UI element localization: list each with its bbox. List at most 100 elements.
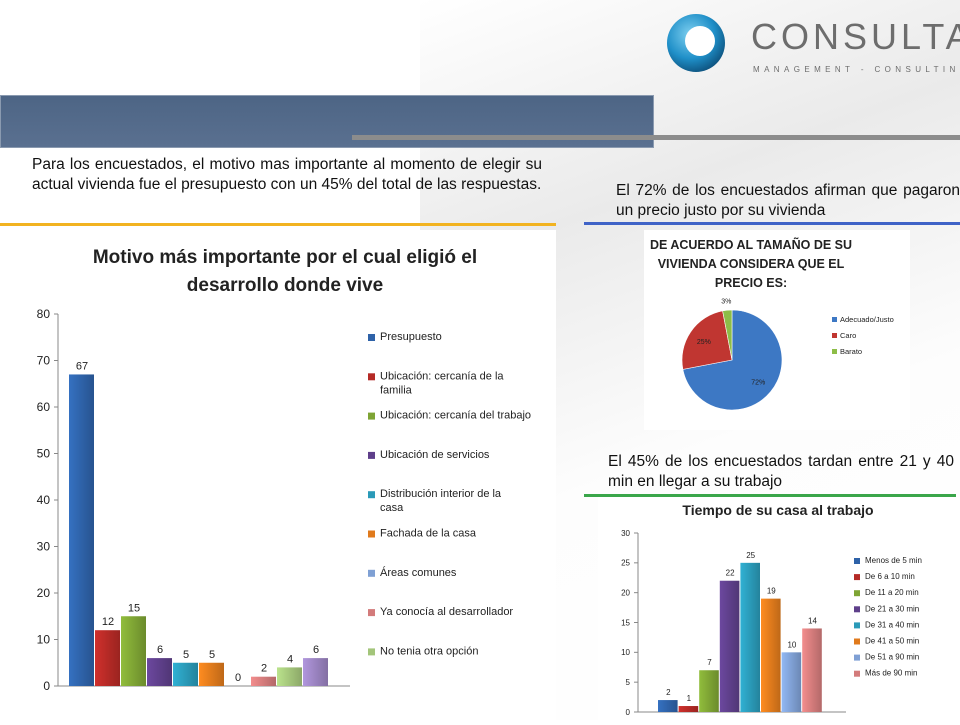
undefined-legend-label: Distribución interior de la bbox=[380, 488, 502, 500]
undefined-y-tick-label: 0 bbox=[43, 679, 50, 693]
undefined-legend-label: Presupuesto bbox=[380, 331, 442, 343]
undefined-bar-value-label: 19 bbox=[767, 587, 776, 596]
undefined-bar bbox=[719, 580, 740, 712]
undefined-bar-value-label: 1 bbox=[687, 694, 692, 703]
undefined-y-tick-label: 80 bbox=[37, 307, 51, 321]
undefined-bar-value-label: 2 bbox=[666, 688, 671, 697]
undefined-legend-swatch bbox=[368, 491, 375, 499]
chart-tiempo-svg: Tiempo de su casa al trabajo 0 5 10 15 20 25 30… bbox=[621, 502, 922, 717]
undefined-legend-swatch bbox=[368, 609, 375, 617]
pie-slice bbox=[722, 309, 733, 361]
undefined-bar-value-label: 5 bbox=[209, 649, 215, 661]
undefined-legend-swatch bbox=[368, 648, 375, 656]
undefined-y-tick-label: 25 bbox=[621, 559, 630, 568]
undefined-bar bbox=[678, 706, 699, 712]
undefined-legend-label: familia bbox=[380, 384, 413, 396]
undefined-legend-swatch bbox=[854, 558, 860, 564]
undefined-legend-swatch bbox=[368, 569, 375, 577]
blue-rule bbox=[584, 222, 960, 225]
undefined-bar-value-label: 6 bbox=[313, 644, 319, 656]
pie-legend-swatch bbox=[832, 317, 837, 322]
undefined-title: Tiempo de su casa al trabajo bbox=[682, 502, 873, 518]
chart-tiempo: Tiempo de su casa al trabajo 0 5 10 15 20 25 30… bbox=[598, 497, 960, 720]
undefined-legend-swatch bbox=[368, 412, 375, 420]
undefined-legend-label: Menos de 5 min bbox=[865, 556, 922, 565]
undefined-bar bbox=[251, 676, 276, 686]
pie-slice-label: 72% bbox=[751, 380, 765, 387]
undefined-bar bbox=[802, 628, 822, 712]
undefined-y-tick-label: 20 bbox=[621, 588, 630, 597]
undefined-legend-swatch bbox=[854, 622, 860, 629]
pie-legend-label: Caro bbox=[840, 331, 856, 340]
undefined-y-tick-label: 50 bbox=[37, 447, 51, 461]
chart-precio: DE ACUERDO AL TAMAÑO DE SU VIVIENDA CONSI… bbox=[644, 230, 910, 430]
undefined-bar-value-label: 5 bbox=[183, 649, 189, 661]
undefined-bar-value-label: 2 bbox=[261, 663, 267, 675]
pie-legend-label: Barato bbox=[840, 347, 862, 356]
undefined-legend-label: De 6 a 10 min bbox=[865, 572, 915, 581]
undefined-y-tick-label: 70 bbox=[37, 354, 51, 368]
undefined-y-tick-label: 0 bbox=[626, 708, 631, 717]
undefined-y-tick-label: 10 bbox=[37, 633, 51, 647]
undefined-y-tick-label: 5 bbox=[626, 678, 631, 687]
undefined-legend-swatch bbox=[854, 574, 860, 581]
header-divider bbox=[352, 135, 960, 140]
undefined-bar bbox=[781, 652, 802, 712]
undefined-legend-swatch bbox=[368, 451, 375, 459]
pie-slice-label: 3% bbox=[721, 298, 731, 305]
brand-tagline: MANAGEMENT - CONSULTING bbox=[753, 65, 960, 74]
undefined-bar bbox=[147, 658, 172, 686]
note-bottom-right: El 45% de los encuestados tardan entre 2… bbox=[608, 453, 954, 490]
undefined-legend-label: De 11 a 20 min bbox=[865, 588, 919, 597]
yellow-rule bbox=[0, 223, 556, 226]
undefined-bar bbox=[277, 667, 302, 686]
pie-title: PRECIO ES: bbox=[715, 276, 787, 290]
undefined-legend-swatch bbox=[368, 334, 375, 341]
undefined-legend-label: De 41 a 50 min bbox=[865, 637, 919, 646]
undefined-y-tick-label: 40 bbox=[37, 493, 51, 507]
pie-legend-swatch bbox=[832, 349, 837, 354]
undefined-bar-value-label: 15 bbox=[128, 602, 140, 614]
brand-name: CONSULTA bbox=[751, 16, 960, 57]
undefined-bar bbox=[699, 670, 719, 712]
pie-slice bbox=[681, 310, 733, 370]
undefined-bar-value-label: 14 bbox=[808, 616, 817, 625]
pie-legend-swatch bbox=[832, 333, 837, 338]
undefined-bar bbox=[69, 374, 94, 686]
undefined-title: desarrollo donde vive bbox=[187, 275, 383, 296]
undefined-legend-label: De 31 a 40 min bbox=[865, 620, 919, 629]
undefined-bar bbox=[303, 658, 328, 686]
undefined-bar-value-label: 67 bbox=[76, 360, 88, 372]
undefined-y-tick-label: 10 bbox=[621, 648, 630, 657]
undefined-legend-label: No tenia otra opción bbox=[380, 645, 478, 657]
undefined-legend-swatch bbox=[368, 373, 375, 381]
undefined-legend-label: Más de 90 min bbox=[865, 669, 917, 678]
undefined-legend-swatch bbox=[854, 606, 860, 613]
undefined-bar bbox=[740, 562, 760, 712]
undefined-y-tick-label: 20 bbox=[37, 586, 51, 600]
undefined-legend-label: Ubicación: cercanía de la bbox=[380, 370, 504, 382]
undefined-legend-swatch bbox=[854, 590, 860, 597]
undefined-bar bbox=[173, 662, 198, 686]
undefined-bar bbox=[95, 630, 120, 686]
logo-ring-icon bbox=[667, 14, 725, 72]
title-bar bbox=[0, 95, 654, 148]
undefined-title: Motivo más importante por el cual eligió… bbox=[93, 247, 477, 268]
undefined-legend-label: Ubicación de servicios bbox=[380, 449, 490, 461]
undefined-bar-value-label: 22 bbox=[726, 569, 735, 578]
pie-slice bbox=[682, 309, 783, 411]
pie-slice-label: 25% bbox=[697, 339, 711, 346]
undefined-bar-value-label: 12 bbox=[102, 616, 114, 628]
chart-precio-svg: DE ACUERDO AL TAMAÑO DE SU VIVIENDA CONSI… bbox=[650, 237, 894, 411]
note-top-right: El 72% de los encuestados afirman que pa… bbox=[616, 182, 960, 219]
undefined-legend-swatch bbox=[854, 638, 860, 645]
pie-legend-label: Adecuado/Justo bbox=[840, 315, 894, 324]
undefined-bar-value-label: 0 bbox=[235, 672, 241, 684]
pie-title: VIVIENDA CONSIDERA QUE EL bbox=[658, 257, 845, 271]
undefined-bar-value-label: 6 bbox=[157, 644, 163, 656]
undefined-bar bbox=[658, 700, 678, 712]
undefined-bar-value-label: 7 bbox=[707, 658, 712, 667]
undefined-legend-label: De 21 a 30 min bbox=[865, 604, 919, 613]
consulta-logo: CONSULTA MANAGEMENT - CONSULTING bbox=[665, 10, 960, 80]
chart-motivo: Motivo más importante por el cual eligió… bbox=[0, 230, 556, 720]
